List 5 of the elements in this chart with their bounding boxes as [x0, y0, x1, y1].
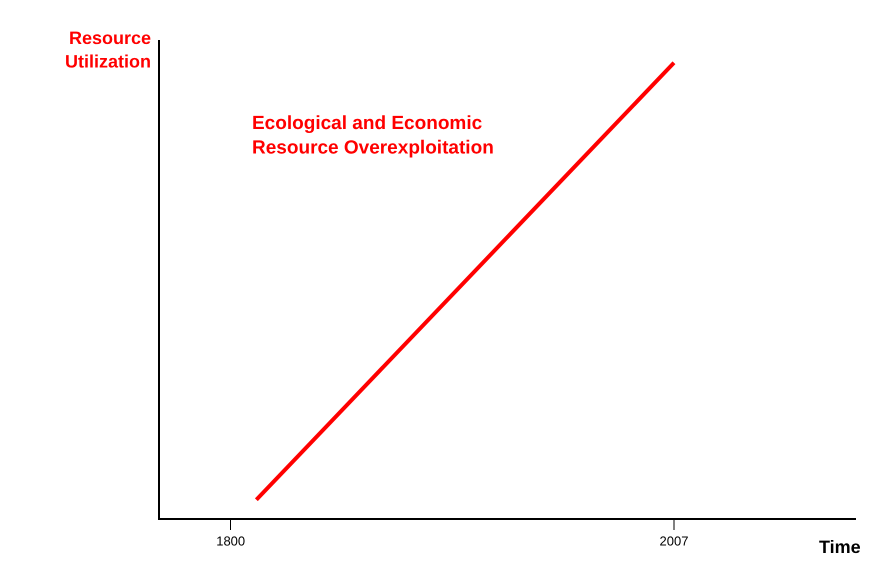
- x-axis-title: Time: [819, 537, 861, 557]
- y-axis-title: Resource Utilization: [65, 28, 151, 72]
- x-tick-label: 1800: [216, 534, 246, 549]
- x-tick-label: 2007: [660, 534, 688, 549]
- annotation: Ecological and Economic Resource Overexploitation: [252, 113, 494, 159]
